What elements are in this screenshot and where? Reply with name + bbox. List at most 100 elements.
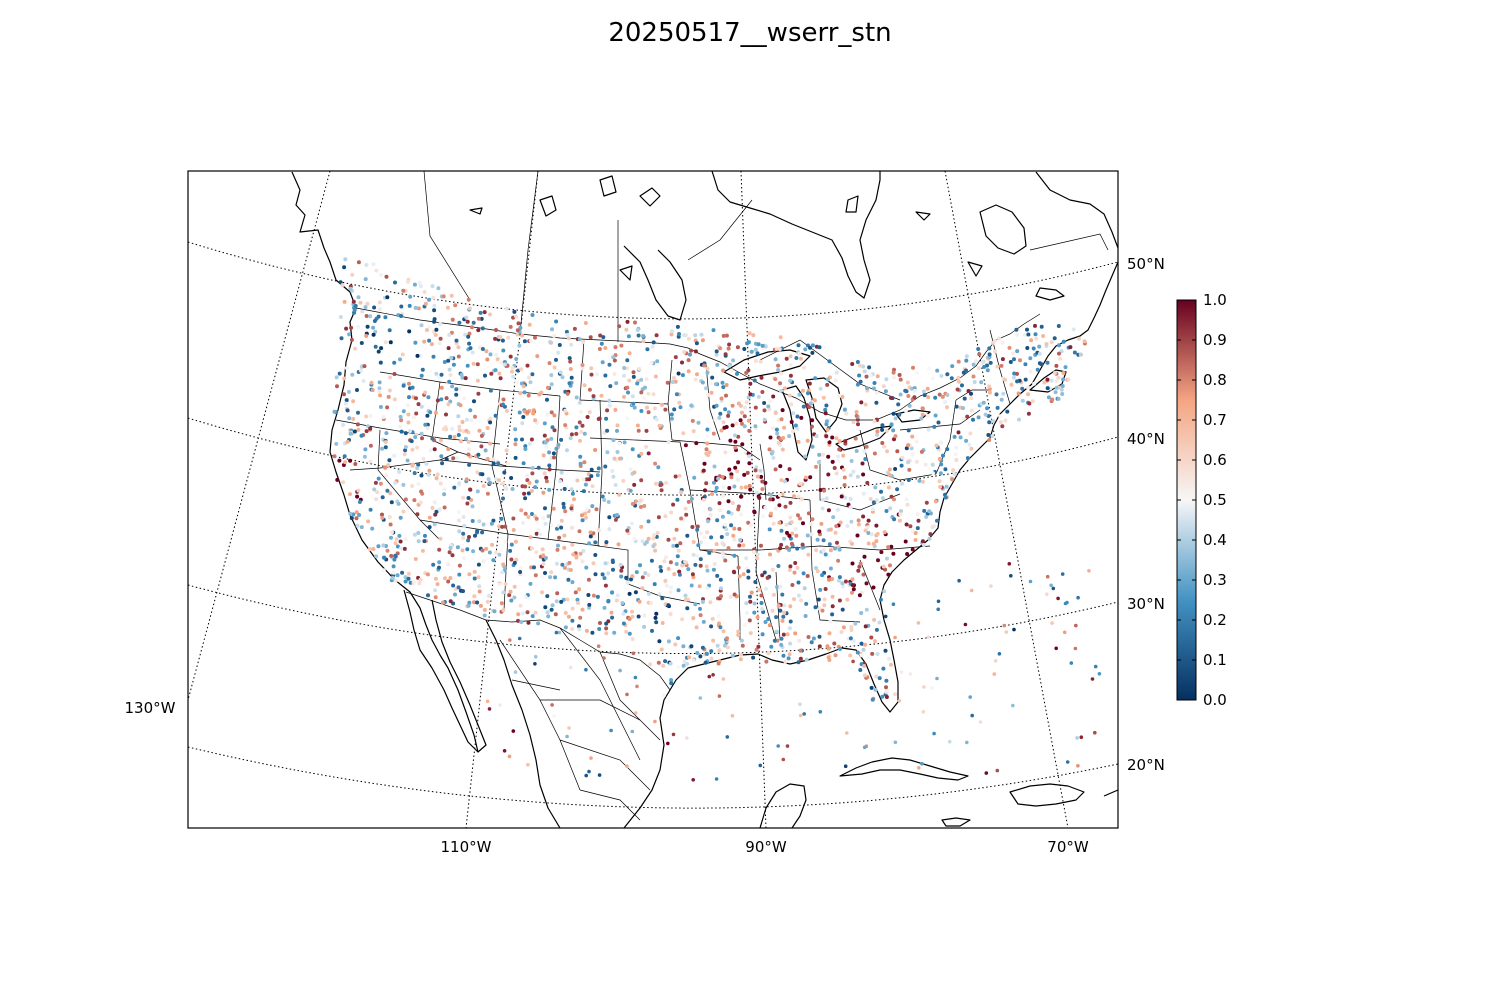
station-point bbox=[1076, 764, 1080, 768]
station-point bbox=[964, 438, 969, 443]
station-point bbox=[501, 348, 506, 353]
station-point bbox=[870, 697, 875, 702]
station-point bbox=[892, 497, 896, 502]
station-point bbox=[862, 673, 867, 678]
station-point bbox=[1000, 340, 1005, 345]
station-point bbox=[365, 324, 370, 329]
station-point bbox=[481, 559, 486, 564]
station-point bbox=[704, 386, 708, 391]
station-point bbox=[499, 360, 504, 365]
station-point bbox=[696, 543, 701, 548]
station-point bbox=[501, 496, 505, 501]
station-point bbox=[417, 280, 422, 285]
station-point bbox=[748, 392, 753, 397]
station-point bbox=[343, 257, 348, 262]
station-point bbox=[746, 395, 751, 400]
station-point bbox=[488, 312, 492, 317]
station-point bbox=[349, 516, 354, 521]
station-point bbox=[992, 338, 997, 343]
station-point bbox=[836, 558, 841, 563]
station-point bbox=[1042, 380, 1047, 385]
station-point bbox=[839, 494, 844, 499]
station-point bbox=[726, 410, 731, 415]
station-point bbox=[831, 515, 836, 520]
station-point bbox=[766, 404, 771, 409]
station-point bbox=[610, 469, 615, 473]
station-point bbox=[848, 653, 853, 658]
station-point bbox=[691, 575, 696, 580]
station-point bbox=[630, 609, 634, 614]
station-point bbox=[456, 345, 461, 350]
station-point bbox=[691, 616, 696, 621]
station-point bbox=[432, 303, 437, 308]
station-point bbox=[348, 286, 353, 291]
station-point bbox=[737, 574, 742, 579]
station-point bbox=[471, 361, 476, 366]
station-point bbox=[560, 375, 565, 380]
station-point bbox=[1057, 343, 1061, 348]
station-point bbox=[409, 439, 414, 444]
station-point bbox=[596, 528, 601, 533]
station-point bbox=[368, 413, 373, 418]
station-point bbox=[701, 619, 706, 624]
station-point bbox=[673, 642, 678, 647]
station-point bbox=[783, 659, 788, 664]
station-point bbox=[1054, 379, 1059, 384]
station-point bbox=[372, 487, 377, 492]
station-point bbox=[910, 452, 915, 457]
station-point bbox=[363, 305, 368, 310]
station-point bbox=[850, 583, 855, 588]
station-point bbox=[533, 485, 538, 490]
station-point bbox=[725, 645, 730, 650]
station-point bbox=[669, 510, 674, 515]
station-point bbox=[762, 417, 767, 422]
station-point bbox=[1056, 375, 1061, 380]
station-point bbox=[618, 668, 622, 673]
station-point bbox=[709, 535, 714, 540]
station-point bbox=[635, 423, 640, 428]
station-point bbox=[680, 360, 684, 365]
station-point bbox=[832, 466, 837, 470]
station-point bbox=[886, 572, 891, 577]
station-point bbox=[668, 590, 673, 595]
station-point bbox=[936, 599, 941, 604]
station-point bbox=[565, 391, 570, 396]
station-point bbox=[407, 381, 411, 386]
station-point bbox=[841, 467, 846, 472]
station-point bbox=[740, 410, 744, 415]
station-point bbox=[604, 416, 609, 421]
station-point bbox=[520, 421, 525, 426]
station-point bbox=[930, 685, 934, 690]
station-point bbox=[636, 614, 641, 619]
station-point bbox=[499, 601, 504, 606]
station-point bbox=[842, 475, 847, 480]
station-point bbox=[924, 514, 929, 519]
station-point bbox=[795, 414, 800, 419]
station-point bbox=[927, 509, 932, 514]
station-point bbox=[557, 630, 562, 635]
station-point bbox=[671, 732, 676, 737]
station-point bbox=[522, 339, 527, 344]
station-point bbox=[615, 423, 620, 428]
station-point bbox=[954, 404, 959, 409]
lon-label-130w: 130°W bbox=[125, 699, 176, 717]
station-point bbox=[809, 532, 814, 537]
station-point bbox=[643, 541, 647, 546]
station-point bbox=[552, 333, 557, 338]
station-point bbox=[848, 496, 853, 501]
station-point bbox=[756, 644, 761, 649]
station-point bbox=[731, 358, 736, 363]
station-point bbox=[589, 756, 593, 760]
station-point bbox=[423, 301, 428, 306]
station-point bbox=[699, 332, 704, 337]
station-point bbox=[861, 647, 866, 652]
station-point bbox=[671, 543, 676, 548]
station-point bbox=[356, 295, 361, 300]
station-point bbox=[851, 587, 856, 592]
station-point bbox=[698, 563, 703, 568]
station-point bbox=[346, 389, 351, 394]
station-point bbox=[817, 634, 822, 639]
station-point bbox=[356, 410, 360, 415]
station-point bbox=[384, 473, 389, 478]
station-point bbox=[711, 567, 716, 572]
